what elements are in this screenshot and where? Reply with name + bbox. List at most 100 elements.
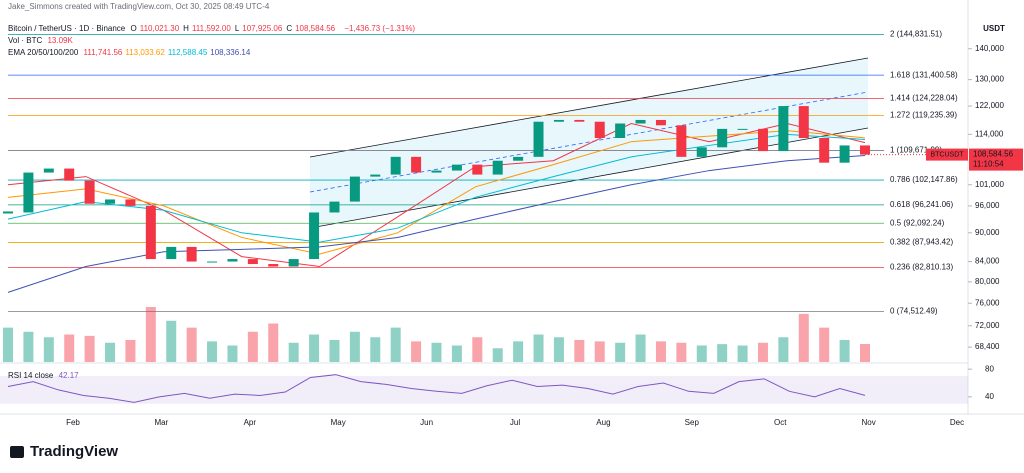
y-tick-label: 90,000 [975,228,1000,237]
x-tick-label: Nov [861,418,875,427]
volume-bar [533,334,544,362]
ohlc: O 110,021.30 H 111,592.00 L 107,925.06 C 108,58… [130,24,339,33]
ohlc-label: L [234,24,240,33]
volume-bar [635,334,646,362]
candle [655,119,666,126]
y-tick-label: 80,000 [975,277,1000,286]
volume-bar [3,327,13,362]
channel-fill [310,58,868,228]
volume-bar [370,337,381,362]
x-tick-label: Aug [596,418,610,427]
volume-bar [615,342,626,362]
fib-label: 0.618 (96,241.06) [890,200,953,209]
y-tick-label: 140,000 [975,44,1004,53]
x-tick-label: Apr [244,418,257,427]
currency: USDT [983,24,1005,33]
volume-bar [411,341,422,362]
x-tick-label: Mar [155,418,169,427]
volume-bar [64,334,75,362]
volume-bar [268,323,279,362]
x-tick-label: Jul [510,418,520,427]
candle [84,180,95,204]
fib-label: 0 (74,512.49) [890,307,938,316]
volume-bar [105,342,116,362]
y-tick-label: 96,000 [975,201,1000,210]
ohlc-label: O [130,24,137,33]
ohlc-value: 107,925.06 [242,24,283,33]
volume-bar [166,320,177,362]
candle [370,174,381,177]
ema-value: 111,741.56 [83,48,123,57]
y-tick-label: 122,000 [975,101,1004,110]
volume-bar [860,344,870,362]
candle [737,128,748,130]
candle [23,172,34,213]
volume-bar [696,345,707,362]
price-tag: 108,584.56 [973,150,1014,159]
ohlc-value: 111,592.00 [191,24,231,33]
candle [696,147,707,157]
candle [472,164,483,175]
price-tag-bg [969,148,1023,171]
price-axis-bg [968,0,1024,415]
ema-label: EMA 20/50/100/200 [8,48,79,57]
fib-label: 2 (144,831.51) [890,30,942,39]
fib-label: 0.5 (92,092.24) [890,218,945,227]
volume-bar [43,337,54,362]
volume-bar [839,340,850,362]
candle [227,259,238,262]
channel-lower [309,127,869,229]
fib-label: 0.382 (87,943.42) [890,238,953,247]
candle [309,212,320,260]
ohlc-value: 108,584.56 [295,24,336,33]
candle [349,176,360,202]
y-tick-label: 101,000 [975,180,1004,189]
volume-bar [84,335,95,362]
volume-bar [390,327,401,362]
candle [247,259,258,265]
candle [819,137,830,163]
channel-mid [309,91,869,193]
channel-upper [309,57,869,158]
rsi-label: RSI 14 close [8,371,54,380]
candle [105,199,116,204]
candle [594,121,605,138]
candle [676,125,687,157]
y-tick-label: 114,000 [975,129,1004,138]
volume-bar [23,331,34,362]
y-tick-label: 130,000 [975,75,1004,84]
ohlc-value: 110,021.30 [139,24,180,33]
x-tick-label: Feb [66,418,80,427]
ema-value: 108,336.14 [210,48,251,57]
candle [492,160,503,175]
volume-bar [798,313,809,362]
candle [778,106,789,152]
y-tick-label: 72,000 [975,321,1000,330]
rsi-value: 42.17 [58,371,79,380]
volume-bar [227,345,238,362]
fib-label: 1.272 (119,235.39) [890,111,957,120]
volume-bar [186,327,197,362]
candle [839,145,850,163]
candle [3,211,13,214]
candle [64,168,75,181]
candle [533,121,544,157]
ema-value: 113,033.62 [125,48,165,57]
candle [553,119,564,122]
symbol-tag: BTCUSDT [930,151,964,158]
candle [717,128,728,148]
fib-label: 1 (109,671.99) [890,146,942,155]
rsi-line [7,374,866,403]
y-tick-label: 68,400 [975,342,1000,351]
change: −1,436.73 (−1.31%) [344,24,416,33]
ohlc-label: C [286,24,293,33]
ema-legend: EMA 20/50/100/200 111,741.56 113,033.62 11… [8,48,256,57]
credit: Jake_Simmons created with TradingView.co… [8,2,270,11]
fib-label: 1.618 (131,400.58) [890,70,958,79]
candle [186,246,197,262]
candle [451,164,462,171]
volume-bar [472,337,483,362]
fib-label: 0.786 (102,147.86) [890,175,958,184]
rsi-band [0,376,968,404]
